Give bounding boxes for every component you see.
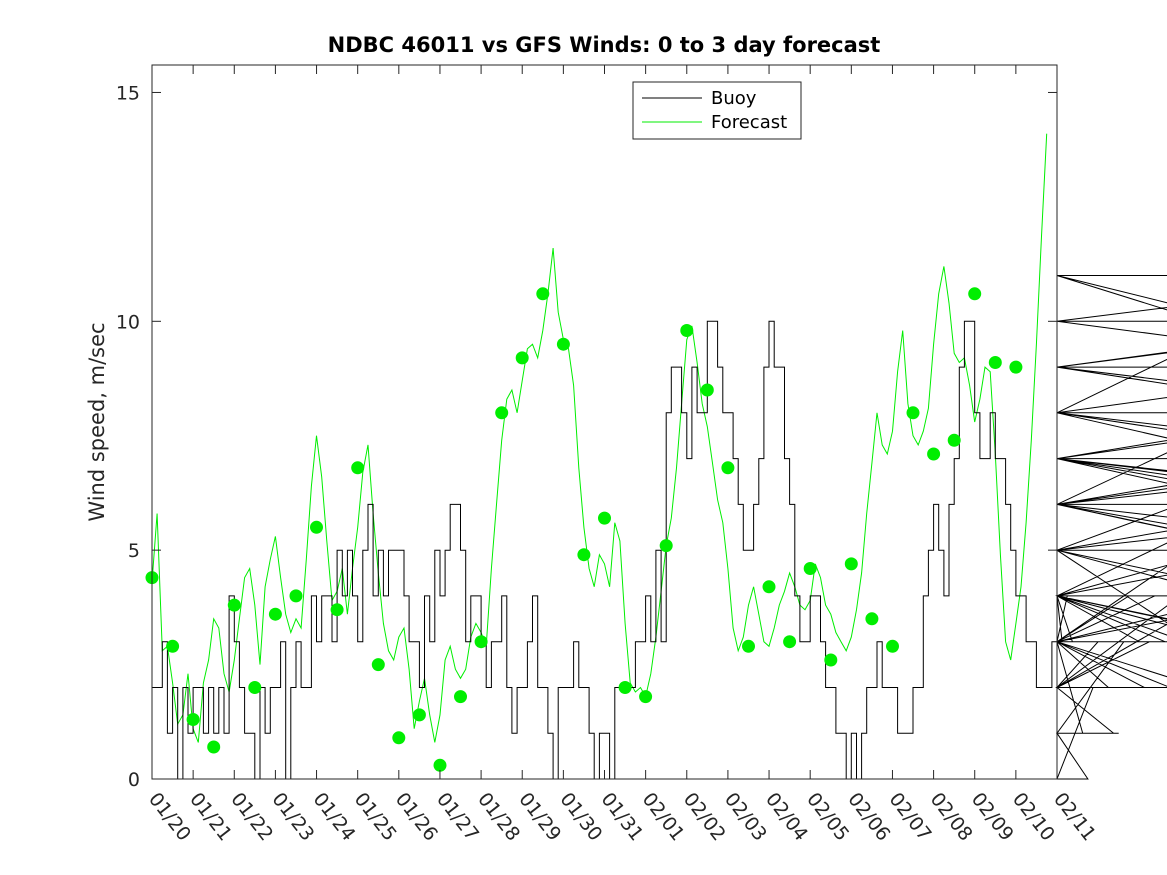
forecast-marker xyxy=(495,406,509,420)
forecast-marker xyxy=(268,607,282,621)
chart-title: NDBC 46011 vs GFS Winds: 0 to 3 day fore… xyxy=(328,33,881,57)
forecast-marker xyxy=(556,337,570,351)
forecast-marker xyxy=(947,433,961,447)
buoy-line xyxy=(152,275,1167,780)
forecast-series xyxy=(151,133,1048,743)
forecast-marker xyxy=(721,461,735,475)
forecast-marker xyxy=(186,713,200,726)
forecast-marker xyxy=(680,324,694,337)
forecast-marker xyxy=(968,287,982,301)
legend: Buoy Forecast xyxy=(632,81,802,140)
forecast-marker xyxy=(412,708,426,722)
forecast-marker xyxy=(886,639,899,653)
forecast-marker xyxy=(433,758,447,772)
forecast-marker xyxy=(1009,360,1023,374)
forecast-markers xyxy=(145,287,1023,772)
forecast-marker xyxy=(906,406,920,420)
forecast-marker xyxy=(742,639,755,653)
forecast-marker xyxy=(803,562,817,575)
y-tick-label: 15 xyxy=(116,82,140,104)
forecast-marker xyxy=(330,603,344,617)
forecast-marker xyxy=(577,548,591,562)
forecast-marker xyxy=(351,461,365,475)
forecast-marker xyxy=(824,653,838,667)
forecast-marker xyxy=(310,520,323,534)
y-tick-label: 5 xyxy=(128,540,140,562)
forecast-marker xyxy=(392,731,406,745)
forecast-marker xyxy=(865,612,879,626)
forecast-marker xyxy=(454,690,467,704)
y-tick-label: 10 xyxy=(116,311,140,333)
forecast-marker xyxy=(207,740,221,754)
forecast-marker xyxy=(598,511,611,525)
forecast-marker xyxy=(639,690,653,704)
forecast-marker xyxy=(248,681,262,694)
forecast-marker xyxy=(618,681,632,694)
forecast-marker xyxy=(762,580,776,594)
y-tick-label: 0 xyxy=(128,769,140,791)
legend-buoy-label: Buoy xyxy=(711,88,757,109)
forecast-marker xyxy=(844,557,858,571)
buoy-series xyxy=(152,275,1167,780)
forecast-marker xyxy=(289,589,303,603)
forecast-marker xyxy=(536,287,550,301)
y-axis-ticks: 0 5 10 15 xyxy=(116,82,1057,791)
legend-box xyxy=(632,81,802,140)
legend-forecast-label: Forecast xyxy=(711,112,787,133)
forecast-marker xyxy=(371,658,385,672)
forecast-marker xyxy=(166,639,180,653)
forecast-marker xyxy=(474,635,488,649)
plot-area xyxy=(152,65,1057,779)
forecast-marker xyxy=(988,356,1002,369)
forecast-line xyxy=(151,133,1048,743)
forecast-marker xyxy=(515,351,529,365)
forecast-marker xyxy=(927,447,941,461)
forecast-marker xyxy=(783,635,797,649)
forecast-marker xyxy=(227,598,241,612)
forecast-marker xyxy=(700,383,714,397)
y-axis-label: Wind speed, m/sec xyxy=(85,322,109,521)
forecast-marker xyxy=(659,539,673,553)
